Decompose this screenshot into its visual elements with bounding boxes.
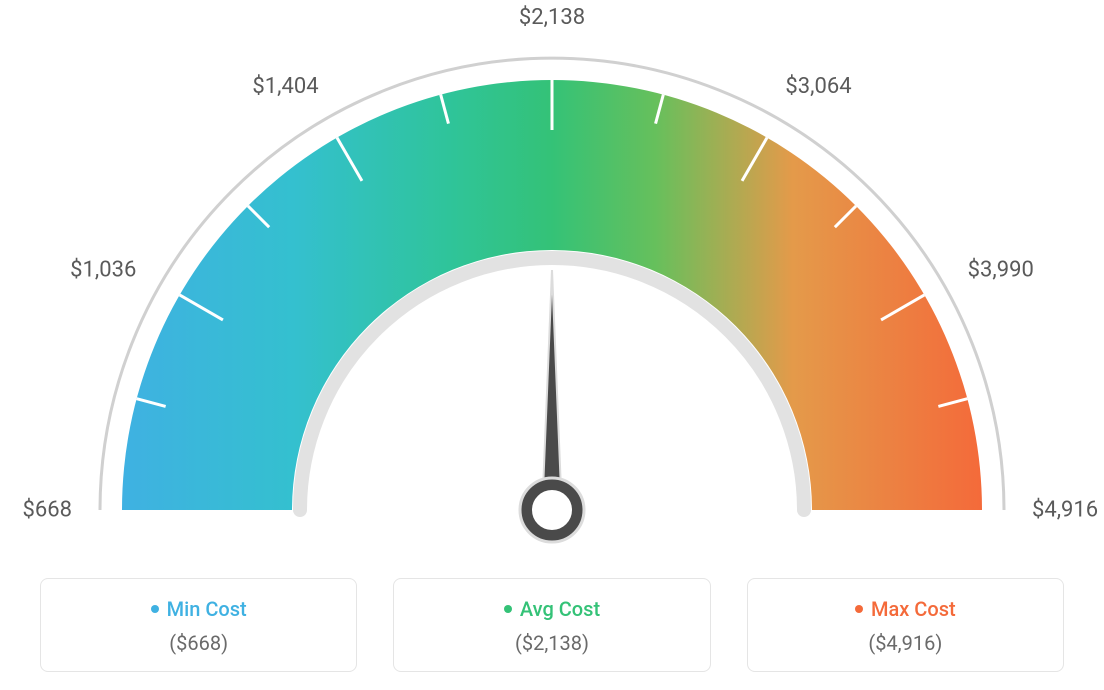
gauge-tick-label: $4,916 — [1032, 498, 1098, 523]
legend-title: Max Cost — [855, 597, 956, 621]
gauge-tick-label: $3,064 — [785, 74, 851, 99]
gauge-hub — [526, 484, 578, 536]
legend-dot-icon — [855, 605, 863, 613]
legend-value: ($668) — [51, 631, 346, 655]
gauge-container: $668 $1,036 $1,404 $2,138 $3,064 $3,990 $4,916 — [0, 0, 1104, 560]
legend-title: Min Cost — [151, 597, 247, 621]
legend-value: ($4,916) — [758, 631, 1053, 655]
legend-card: Min Cost ($668) — [40, 578, 357, 672]
legend-row: Min Cost ($668) Avg Cost ($2,138) Max Cost ($… — [0, 578, 1104, 672]
gauge-tick-label: $3,990 — [968, 257, 1034, 282]
gauge-tick-label: $1,036 — [70, 257, 136, 282]
legend-card: Avg Cost ($2,138) — [393, 578, 710, 672]
legend-card: Max Cost ($4,916) — [747, 578, 1064, 672]
legend-title: Avg Cost — [504, 597, 600, 621]
legend-title-text: Max Cost — [871, 597, 956, 621]
gauge-tick-label: $1,404 — [252, 74, 318, 99]
gauge-needle — [542, 270, 562, 510]
legend-title-text: Min Cost — [167, 597, 247, 621]
gauge-tick-label: $2,138 — [519, 5, 585, 30]
gauge-tick-label: $668 — [23, 498, 72, 523]
gauge-chart — [0, 0, 1104, 560]
legend-dot-icon — [151, 605, 159, 613]
legend-value: ($2,138) — [404, 631, 699, 655]
legend-title-text: Avg Cost — [520, 597, 600, 621]
legend-dot-icon — [504, 605, 512, 613]
